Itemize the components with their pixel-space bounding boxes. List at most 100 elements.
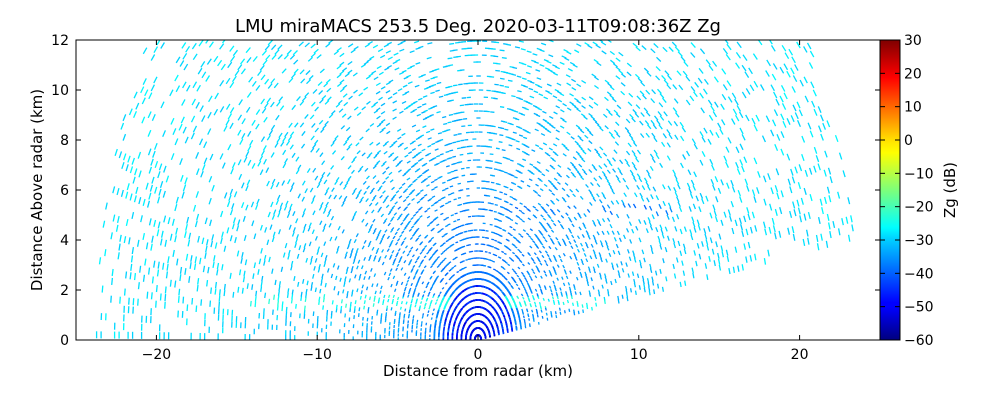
radar-gate [394,310,397,315]
radar-gate [803,76,808,84]
radar-gate [583,171,588,176]
radar-gate [632,141,638,147]
radar-gate [361,106,367,111]
radar-gate [250,201,255,208]
radar-gate [385,176,390,180]
radar-gate [254,296,257,302]
radar-gate [366,58,372,63]
radar-gate [309,260,313,265]
radar-gate [509,159,514,162]
radar-gate [504,261,508,264]
radar-gate [363,276,366,281]
radar-gate [661,141,666,147]
radar-gate [677,183,681,190]
radar-gate [792,104,797,112]
radar-gate [604,96,609,102]
radar-gate [247,159,252,166]
radar-gate [701,241,704,247]
radar-gate [167,217,171,225]
radar-gate [697,224,701,231]
radar-gate [449,185,454,188]
radar-gate [578,266,581,271]
radar-gate [391,186,395,191]
radar-gate [156,40,161,46]
radar-gate [399,48,405,52]
radar-gate [319,220,323,226]
radar-gate [311,229,315,235]
radar-gate [644,120,650,126]
radar-gate [201,71,207,79]
radar-gate [731,118,736,125]
radar-gate [521,263,525,267]
radar-gate [419,215,423,219]
radar-gate [334,180,338,185]
radar-gate [344,276,347,281]
radar-gate [581,158,586,163]
radar-gate [569,61,576,66]
radar-gate [388,272,392,277]
radar-gate [722,84,728,91]
radar-gate [352,72,358,77]
radar-gate [565,212,569,216]
radar-gate [647,217,651,223]
radar-gate [424,245,428,248]
radar-gate [393,288,397,292]
radar-gate [207,128,212,135]
radar-gate [679,250,683,256]
radar-gate [190,115,196,123]
radar-gate [562,301,565,306]
radar-gate [513,198,518,201]
radar-gate [600,41,607,46]
radar-gate [397,248,401,252]
radar-gate [703,127,708,134]
radar-gate [779,95,784,103]
radar-gate [517,287,521,291]
radar-gate [346,179,350,184]
radar-gate [512,131,517,134]
radar-gate [775,168,780,176]
radar-gate [444,232,448,236]
radar-gate [504,128,509,131]
radar-gate [626,130,632,136]
radar-gate [569,218,573,223]
radar-gate [709,129,714,136]
radar-gate [690,52,696,58]
radar-gate [301,180,306,186]
radar-gate [237,114,243,121]
radar-gate [629,169,634,175]
radar-gate [512,66,518,70]
radar-gate [609,86,615,91]
radar-gate [753,196,757,203]
radar-gate [658,124,663,130]
radar-gate [111,277,114,285]
radar-gate [400,267,404,271]
radar-gate [260,286,263,292]
radar-gate [692,185,696,191]
radar-gate [450,192,455,195]
radar-gate [639,263,643,269]
radar-gate [647,173,652,179]
radar-gate [158,188,162,196]
radar-gate [429,246,433,250]
radar-gate [527,262,531,265]
radar-gate [546,153,551,157]
radar-gate [498,162,502,165]
radar-gate [823,169,827,177]
radar-gate [638,237,642,243]
radar-gate [343,141,348,146]
radar-gate [357,168,362,173]
radar-gate [261,107,267,114]
radar-gate [430,91,435,95]
radar-gate [737,189,742,197]
radar-gate [426,251,430,255]
radar-gate [735,52,742,59]
radar-gate [447,57,453,60]
radar-gate [804,95,809,103]
radar-gate [574,49,580,54]
radar-gate [279,105,285,111]
radar-gate [500,127,505,130]
radar-gate [655,227,659,233]
radar-gate [516,215,521,219]
radar-gate [392,275,396,280]
radar-gate [352,156,357,161]
